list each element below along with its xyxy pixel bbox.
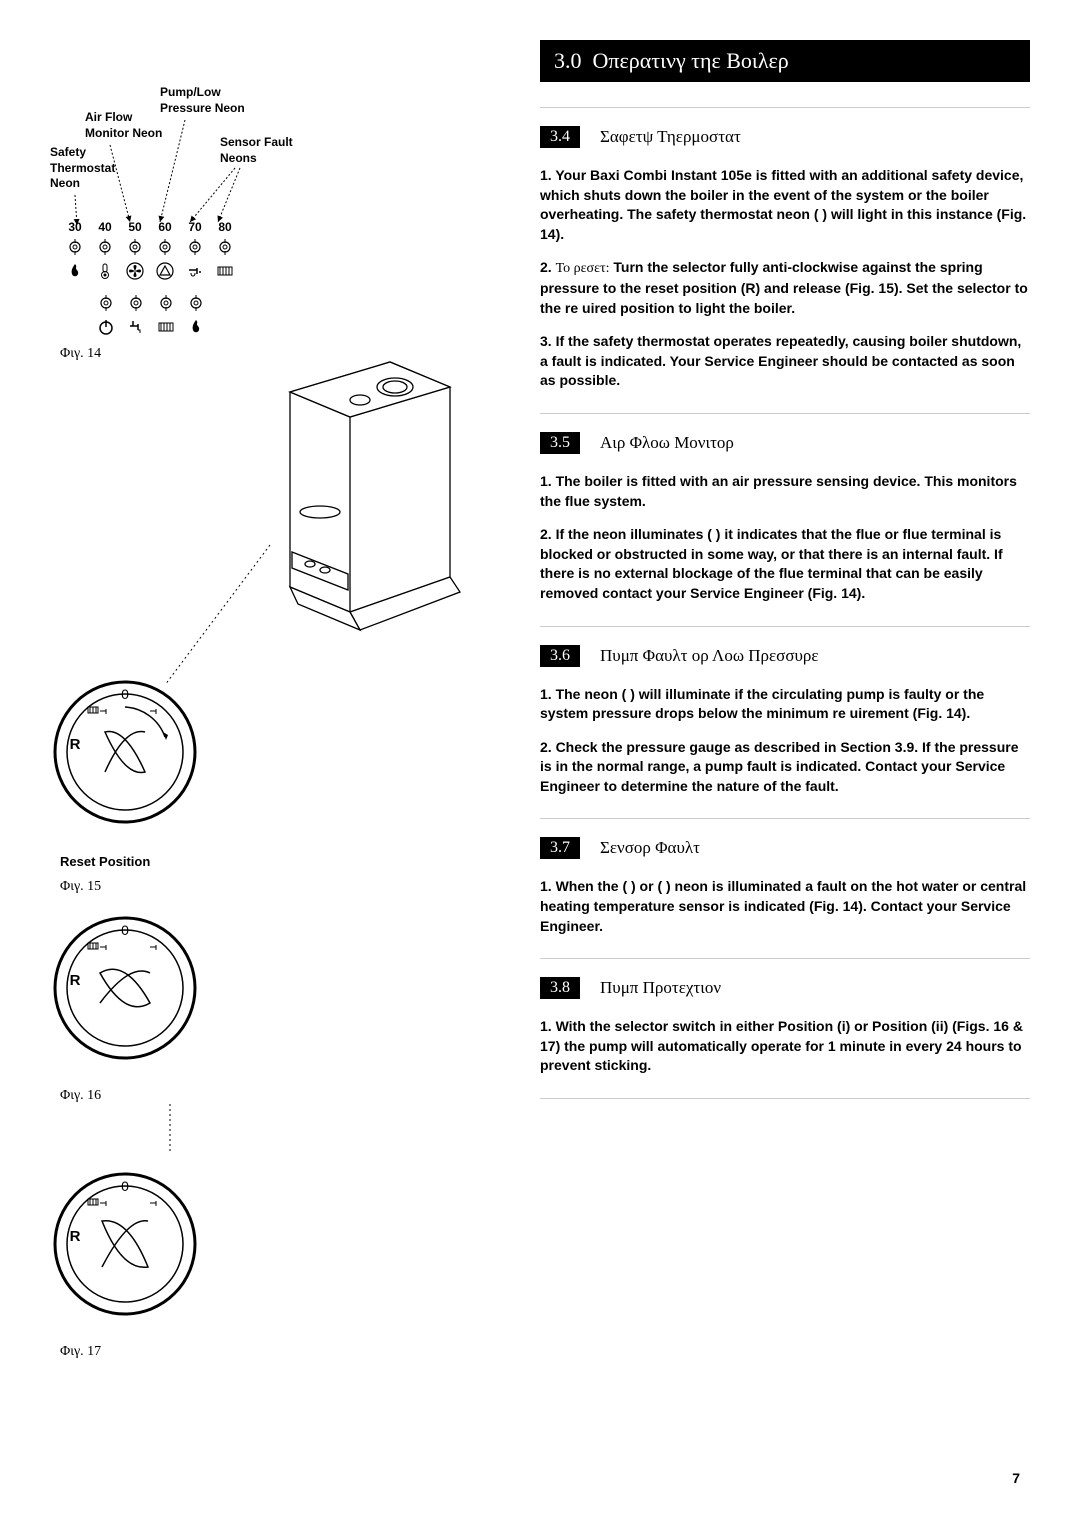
selector-dial-fig17: 0 R xyxy=(50,1169,200,1319)
divider xyxy=(540,1098,1030,1099)
fan-icon xyxy=(126,262,144,280)
fig17-caption: Φιγ. 17 xyxy=(60,1344,500,1360)
section-title: Σαφετψ Τηερμοστατ xyxy=(600,127,741,147)
led-icon xyxy=(156,238,174,256)
section-number-badge: 3.5 xyxy=(540,432,580,454)
divider xyxy=(540,958,1030,959)
body-paragraph: 2. If the neon illuminates ( ) it indica… xyxy=(540,525,1030,603)
tap-sensor-icon xyxy=(186,262,204,280)
thermometer-icon xyxy=(96,262,114,280)
connector-line xyxy=(75,530,275,700)
connector-line-2 xyxy=(110,1104,270,1154)
body-paragraph: 2. Το ρεσετ: Turn the selector fully ant… xyxy=(540,258,1030,318)
section-number-badge: 3.8 xyxy=(540,977,580,999)
section-heading: 3.6 Πυμπ Φαυλτ ορ Λοω Πρεσσυρε xyxy=(540,645,1030,667)
body-paragraph: 1. With the selector switch in either Po… xyxy=(540,1017,1030,1076)
led-icon xyxy=(97,294,115,312)
boiler-illustration xyxy=(250,332,500,642)
temp-scale-row: 30 40 50 60 70 80 xyxy=(66,220,500,234)
section-heading: 3.5 Αιρ Φλοω Μονιτορ xyxy=(540,432,1030,454)
led-icon xyxy=(126,238,144,256)
body-paragraph: 1. The boiler is fitted with an air pres… xyxy=(540,472,1030,511)
section-3-8: 3.8 Πυμπ Προτεχτιον 1. With the selector s… xyxy=(540,977,1030,1076)
section-title: Σενσορ Φαυλτ xyxy=(600,838,700,858)
flame-icon xyxy=(187,318,205,336)
section-number-badge: 3.7 xyxy=(540,837,580,859)
body-paragraph: 2. Check the pressure gauge as described… xyxy=(540,738,1030,797)
fig15-caption: Φιγ. 15 xyxy=(60,879,500,895)
svg-text:R: R xyxy=(70,1228,81,1245)
divider xyxy=(540,818,1030,819)
section-number-badge: 3.6 xyxy=(540,645,580,667)
fig16-caption: Φιγ. 16 xyxy=(60,1088,500,1104)
led-icon xyxy=(186,238,204,256)
divider xyxy=(540,107,1030,108)
section-heading: 3.8 Πυμπ Προτεχτιον xyxy=(540,977,1030,999)
led-icon xyxy=(157,294,175,312)
pump-triangle-icon xyxy=(156,262,174,280)
radiator-icon xyxy=(157,318,175,336)
section-title: Αιρ Φλοω Μονιτορ xyxy=(600,433,734,453)
body-paragraph: 1. Your Baxi Combi Instant 105e is fitte… xyxy=(540,166,1030,244)
section-3-4: 3.4 Σαφετψ Τηερμοστατ 1. Your Baxi Combi I… xyxy=(540,126,1030,391)
section-heading: 3.4 Σαφετψ Τηερμοστατ xyxy=(540,126,1030,148)
selector-dial-fig15: 0 R xyxy=(50,677,200,827)
led-icon xyxy=(216,238,234,256)
led-icon xyxy=(66,238,84,256)
svg-text:0: 0 xyxy=(121,1178,129,1194)
svg-text:0: 0 xyxy=(121,922,129,938)
led-indicator-panel: 30 40 50 60 70 80 xyxy=(66,220,500,336)
led-icon xyxy=(187,294,205,312)
led-icon xyxy=(96,238,114,256)
body-paragraph: 3. If the safety thermostat operates rep… xyxy=(540,332,1030,391)
selector-dial-fig16: 0 R xyxy=(50,913,200,1063)
svg-text:R: R xyxy=(70,972,81,989)
section-title: Πυμπ Φαυλτ ορ Λοω Πρεσσυρε xyxy=(600,646,819,666)
power-icon xyxy=(97,318,115,336)
led-icon xyxy=(127,294,145,312)
divider xyxy=(540,413,1030,414)
flame-icon xyxy=(66,262,84,280)
reset-position-label: Reset Position xyxy=(60,854,500,869)
label-arrows xyxy=(50,100,300,230)
body-paragraph: 1. The neon ( ) will illuminate if the c… xyxy=(540,685,1030,724)
section-heading: 3.7 Σενσορ Φαυλτ xyxy=(540,837,1030,859)
svg-text:R: R xyxy=(70,736,81,753)
section-number-badge: 3.4 xyxy=(540,126,580,148)
section-3-6: 3.6 Πυμπ Φαυλτ ορ Λοω Πρεσσυρε 1. The neon… xyxy=(540,645,1030,797)
divider xyxy=(540,626,1030,627)
section-title: Πυμπ Προτεχτιον xyxy=(600,978,721,998)
body-paragraph: 1. When the ( ) or ( ) neon is illuminat… xyxy=(540,877,1030,936)
tap-icon xyxy=(127,318,145,336)
radiator-sensor-icon xyxy=(216,262,234,280)
section-3-5: 3.5 Αιρ Φλοω Μονιτορ 1. The boiler is fitt… xyxy=(540,432,1030,604)
section-3-7: 3.7 Σενσορ Φαυλτ 1. When the ( ) or ( ) ne… xyxy=(540,837,1030,936)
svg-text:0: 0 xyxy=(121,686,129,702)
page-number: 7 xyxy=(1012,1470,1020,1486)
section-header: 3.0 Οπερατινγ τηε Βοιλερ xyxy=(540,40,1030,82)
